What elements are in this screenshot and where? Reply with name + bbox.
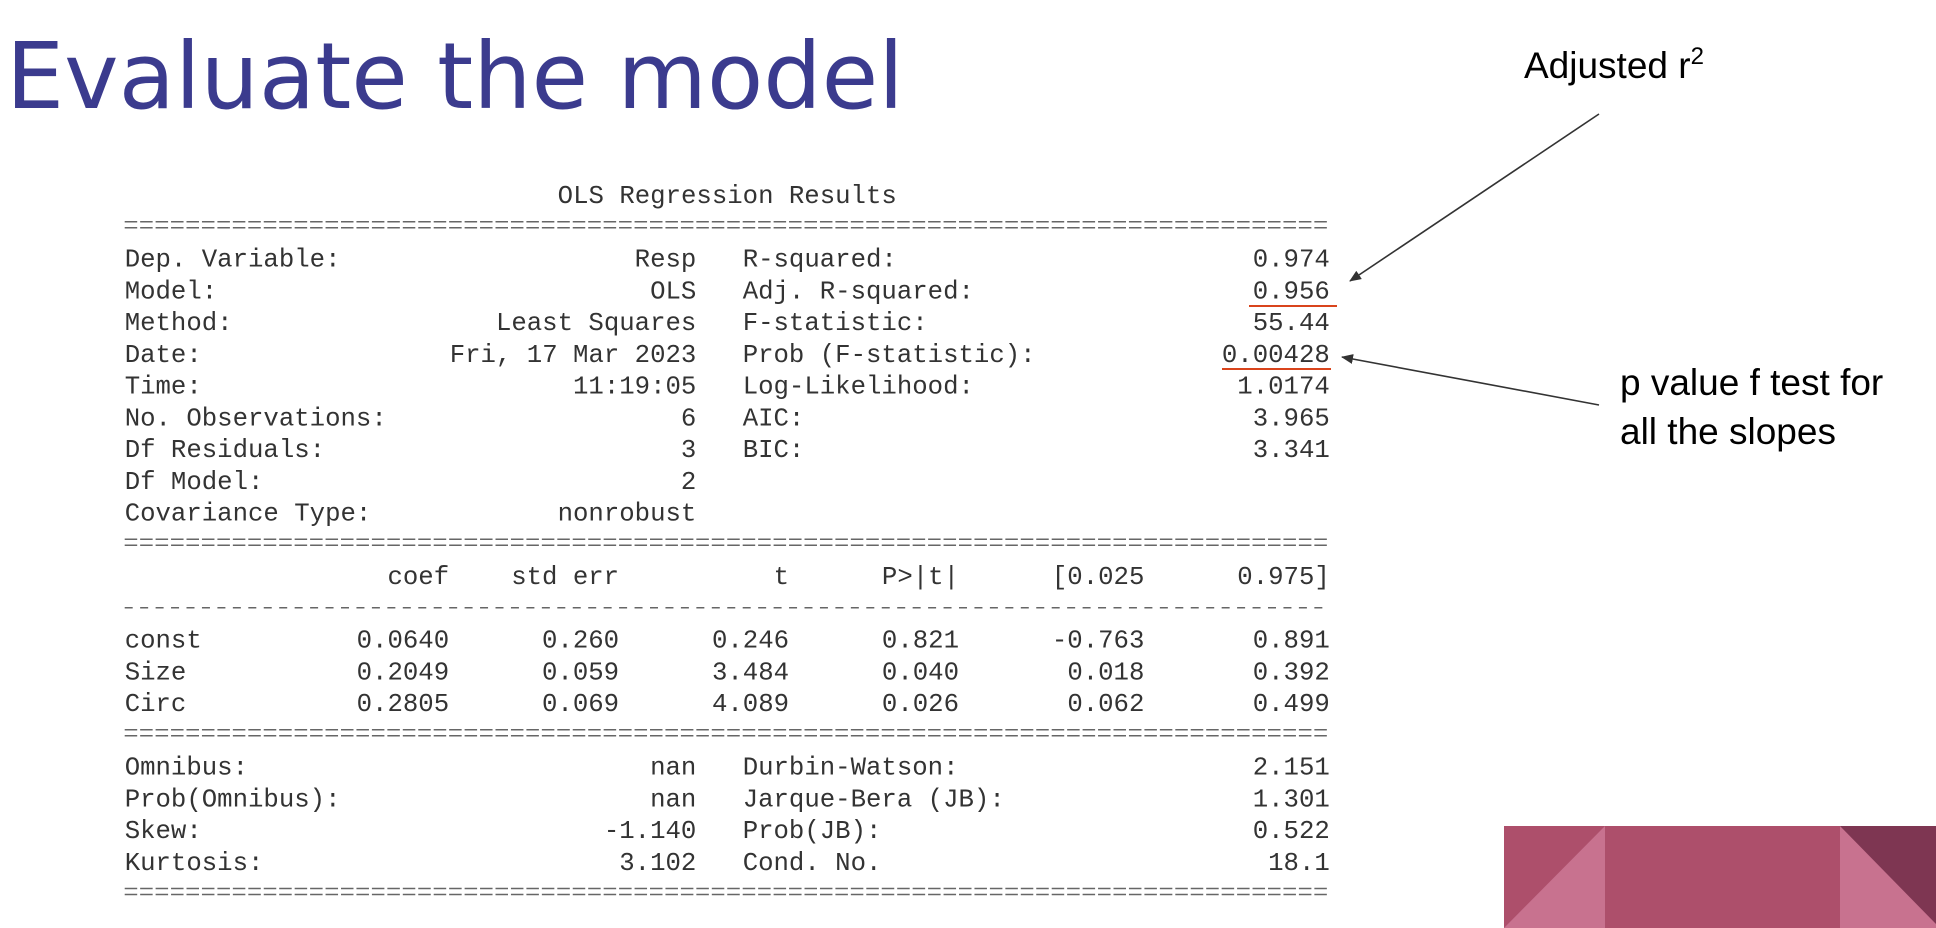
table-cell: 0.246: [712, 627, 789, 656]
diag-label: Kurtosis:: [125, 849, 264, 878]
stat-label: AIC:: [743, 404, 805, 433]
table-cell: 3.484: [712, 658, 789, 687]
table-cell: 0.040: [882, 658, 959, 687]
table-cell: 0.2049: [357, 658, 450, 687]
info-label: Covariance Type:: [125, 500, 372, 529]
row-name: const: [125, 627, 202, 656]
arrow: [1349, 113, 1600, 282]
info-label: Date:: [125, 341, 202, 370]
table-cell: 0.069: [542, 690, 619, 719]
column-header: [0.025: [1052, 563, 1145, 592]
info-value: nonrobust: [558, 500, 697, 529]
table-cell: 0.891: [1253, 627, 1330, 656]
annotation: all the slopes: [1620, 411, 1836, 452]
diag-value: -1.140: [604, 817, 697, 846]
arrow: [1341, 354, 1600, 406]
info-value: Fri, 17 Mar 2023: [450, 341, 697, 370]
diag-label: Jarque-Bera (JB):: [743, 785, 1005, 814]
stat-label: F-statistic:: [743, 309, 928, 338]
info-value: OLS: [650, 277, 696, 306]
stat-label: R-squared:: [743, 246, 897, 275]
info-value: 6: [681, 404, 696, 433]
table-cell: 4.089: [712, 690, 789, 719]
column-header: std err: [511, 563, 619, 592]
table-cell: 0.821: [882, 627, 959, 656]
table-cell: 0.2805: [357, 690, 450, 719]
table-cell: 0.260: [542, 627, 619, 656]
info-value: Resp: [635, 246, 697, 275]
info-value: 2: [681, 468, 696, 497]
info-label: Df Residuals:: [125, 436, 325, 465]
annotation-text: Adjusted r: [1524, 45, 1691, 86]
decoration-triangle: [1840, 826, 1936, 924]
stat-label: BIC:: [743, 436, 805, 465]
stat-value: 3.341: [1253, 436, 1330, 465]
diag-value: 2.151: [1253, 754, 1330, 783]
stat-value: 0.00428: [1222, 341, 1330, 370]
slide-title: Evaluate the model: [6, 23, 904, 130]
stat-value: 0.956: [1253, 277, 1330, 306]
ols-title: OLS Regression Results: [558, 182, 897, 211]
info-value: 3: [681, 436, 696, 465]
diag-value: 18.1: [1268, 849, 1330, 878]
row-name: Size: [125, 658, 187, 687]
info-value: 11:19:05: [573, 373, 696, 402]
diag-label: Omnibus:: [125, 754, 248, 783]
column-header: P>|t|: [882, 563, 959, 592]
diag-value: nan: [650, 785, 696, 814]
stat-label: Log-Likelihood:: [743, 373, 974, 402]
diag-value: 1.301: [1253, 785, 1330, 814]
stat-value: 0.974: [1253, 246, 1330, 275]
stat-label: Adj. R-squared:: [743, 277, 974, 306]
table-cell: 0.018: [1067, 658, 1144, 687]
table-cell: 0.062: [1067, 690, 1144, 719]
info-label: Df Model:: [125, 468, 264, 497]
column-header: t: [774, 563, 789, 592]
info-label: Method:: [125, 309, 233, 338]
decoration-triangle: [1504, 826, 1605, 928]
info-label: Time:: [125, 373, 202, 402]
diag-label: Prob(JB):: [743, 817, 882, 846]
table-cell: -0.763: [1052, 627, 1145, 656]
table-cell: 0.392: [1253, 658, 1330, 687]
diag-label: Skew:: [125, 817, 202, 846]
table-cell: 0.026: [882, 690, 959, 719]
ols-output: OLS Regression Results Dep. Variable: Resp…: [124, 182, 1330, 896]
stat-value: 3.965: [1253, 404, 1330, 433]
info-label: No. Observations:: [125, 404, 387, 433]
stat-value: 55.44: [1253, 309, 1330, 338]
column-header: 0.975]: [1237, 563, 1330, 592]
diag-label: Cond. No.: [743, 849, 882, 878]
annotation: p value f test for: [1620, 362, 1883, 403]
corner-decoration: [1504, 826, 1936, 928]
table-cell: 0.0640: [357, 627, 450, 656]
info-label: Dep. Variable:: [125, 246, 341, 275]
diag-label: Durbin-Watson:: [743, 754, 959, 783]
table-cell: 0.059: [542, 658, 619, 687]
info-label: Model:: [125, 277, 218, 306]
table-cell: 0.499: [1253, 690, 1330, 719]
row-name: Circ: [125, 690, 187, 719]
diag-value: 3.102: [619, 849, 696, 878]
annotation-superscript: 2: [1691, 43, 1704, 70]
stat-value: 1.0174: [1237, 373, 1330, 402]
stat-label: Prob (F-statistic):: [743, 341, 1036, 370]
info-value: Least Squares: [496, 309, 696, 338]
diag-label: Prob(Omnibus):: [125, 785, 341, 814]
annotation: Adjusted r2: [1524, 43, 1704, 86]
diag-value: 0.522: [1253, 817, 1330, 846]
column-header: coef: [387, 563, 449, 592]
diag-value: nan: [650, 754, 696, 783]
